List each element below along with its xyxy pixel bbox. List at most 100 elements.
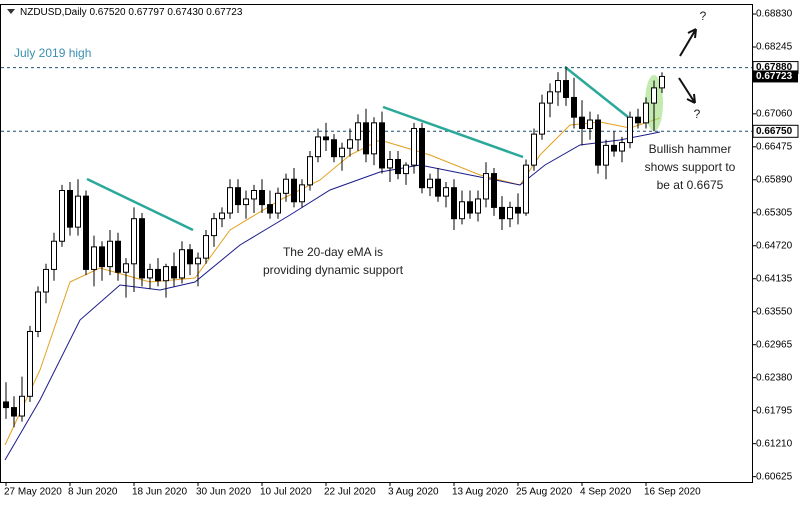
high: 0.67797 (128, 7, 165, 18)
candle-body (203, 235, 209, 259)
annotation: ? (700, 9, 707, 23)
candle-body (643, 102, 649, 124)
x-tick-label: 30 Jun 2020 (196, 487, 251, 498)
candle-body (587, 119, 593, 129)
x-tick-label: 10 Jul 2020 (260, 487, 312, 498)
symbol: NZDUSD,Daily (20, 7, 87, 18)
candle-body (307, 156, 313, 186)
candle-body (115, 240, 121, 273)
annotation: ? (694, 107, 701, 121)
candle-body (499, 206, 505, 220)
candle-body (283, 178, 289, 194)
candle-body (483, 173, 489, 200)
candle-body (579, 116, 585, 129)
candle-body (603, 144, 609, 166)
x-tick-label: 18 Jun 2020 (132, 487, 187, 498)
candle-body (467, 201, 473, 214)
candle-body (251, 190, 257, 200)
candle-body (11, 407, 17, 417)
annotation: Bullish hammer (649, 142, 732, 156)
candle-body (379, 122, 385, 169)
candle-body (91, 246, 97, 270)
trendline (382, 105, 524, 159)
candle-body (635, 116, 641, 124)
candle-body (523, 164, 529, 214)
candle-body (339, 147, 345, 158)
candle-body (59, 190, 65, 242)
y-tick-label: 0.61795 (756, 405, 793, 416)
candle-body (539, 102, 545, 135)
y-tick-label: 0.67060 (756, 108, 793, 119)
candle-body (3, 401, 9, 409)
candle-body (291, 178, 297, 203)
candle-body (427, 178, 433, 189)
candle-body (347, 139, 353, 149)
candle-body (219, 212, 225, 220)
candle-body (147, 268, 153, 279)
candle-body (491, 173, 497, 208)
level-label-box (752, 124, 799, 138)
candle-body (75, 195, 81, 228)
low: 0.67430 (167, 7, 204, 18)
trendline (86, 177, 194, 232)
candle-body (435, 178, 441, 197)
candle-body (299, 184, 305, 203)
candle-body (163, 266, 169, 282)
candle-body (555, 80, 561, 93)
candle-body (627, 116, 633, 144)
y-tick-label: 0.68830 (756, 9, 793, 20)
x-tick-label: 4 Sep 2020 (580, 487, 632, 498)
candle-body (443, 187, 449, 197)
x-tick-label: 13 Aug 2020 (452, 487, 509, 498)
y-tick-label: 0.60625 (756, 471, 793, 482)
x-tick-label: 8 Jun 2020 (68, 487, 118, 498)
candle-body (171, 266, 177, 279)
y-tick-label: 0.65305 (756, 207, 793, 218)
x-tick-label: 22 Jul 2020 (324, 487, 376, 498)
candle-body (651, 87, 657, 104)
close: 0.67723 (206, 7, 243, 18)
candle-body (363, 122, 369, 155)
candle-body (155, 268, 161, 282)
x-tick-label: 16 Sep 2020 (644, 487, 701, 498)
header: NZDUSD,Daily 0.67520 0.67797 0.67430 0.6… (20, 7, 243, 18)
candle-body (131, 218, 137, 265)
candle-body (619, 142, 625, 152)
candle-body (195, 257, 201, 265)
arrow (678, 77, 696, 104)
candle-body (371, 122, 377, 155)
candle-body (67, 190, 73, 228)
level-label: 0.67880 (756, 62, 793, 73)
annotation: shows support to (645, 160, 736, 174)
candle-body (659, 75, 665, 89)
y-tick-label: 0.64720 (756, 240, 793, 251)
candle-body (395, 158, 401, 175)
y-tick-label: 0.64135 (756, 273, 793, 284)
annotation: July 2019 high (14, 46, 91, 60)
y-tick-label: 0.68245 (756, 42, 793, 53)
candle-body (331, 139, 337, 158)
candle-body (315, 136, 321, 158)
candle-body (139, 218, 145, 279)
menu-icon (7, 9, 15, 14)
candle-body (323, 136, 329, 141)
last-price-label: 0.67723 (756, 71, 793, 82)
candle-body (235, 187, 241, 206)
candle-body (107, 240, 113, 268)
candle-body (19, 395, 25, 417)
level-label: 0.66750 (756, 126, 793, 137)
x-tick-label: 25 Aug 2020 (516, 487, 573, 498)
annotation: providing dynamic support (263, 263, 404, 277)
candle-body (35, 291, 41, 332)
y-tick-label: 0.62965 (756, 339, 793, 350)
candle-body (211, 218, 217, 237)
y-tick-label: 0.61210 (756, 438, 793, 449)
candle-body (611, 144, 617, 152)
candle-body (411, 127, 417, 166)
candle-body (387, 158, 393, 169)
candle-body (459, 201, 465, 220)
candle-body (547, 91, 553, 104)
candle-body (267, 204, 273, 214)
candle-body (515, 206, 521, 214)
